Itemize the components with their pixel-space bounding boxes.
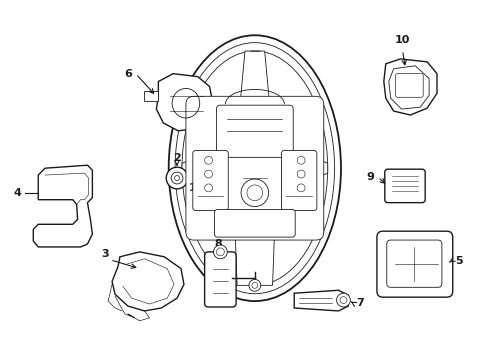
Polygon shape <box>315 158 327 178</box>
Circle shape <box>213 245 227 259</box>
FancyBboxPatch shape <box>214 210 295 237</box>
FancyBboxPatch shape <box>204 252 236 307</box>
Polygon shape <box>143 91 158 101</box>
Text: 9: 9 <box>366 172 373 182</box>
Text: 10: 10 <box>394 35 409 45</box>
Polygon shape <box>156 74 212 131</box>
FancyBboxPatch shape <box>281 150 316 211</box>
Polygon shape <box>235 232 274 285</box>
FancyBboxPatch shape <box>384 169 424 203</box>
Polygon shape <box>112 252 183 311</box>
Polygon shape <box>182 158 193 178</box>
Text: 6: 6 <box>123 69 131 79</box>
Polygon shape <box>33 165 92 247</box>
Circle shape <box>241 179 268 207</box>
Polygon shape <box>294 290 347 311</box>
Circle shape <box>336 293 349 307</box>
FancyBboxPatch shape <box>216 105 293 157</box>
Text: 3: 3 <box>101 249 109 259</box>
Circle shape <box>248 279 260 291</box>
Text: 5: 5 <box>454 256 462 266</box>
Polygon shape <box>240 51 269 104</box>
Text: 8: 8 <box>214 239 222 249</box>
Text: 7: 7 <box>356 298 364 308</box>
Text: 1: 1 <box>188 183 196 193</box>
Polygon shape <box>383 59 436 115</box>
Text: 2: 2 <box>173 153 181 163</box>
FancyBboxPatch shape <box>376 231 452 297</box>
FancyBboxPatch shape <box>192 150 228 211</box>
Text: 4: 4 <box>14 188 21 198</box>
FancyBboxPatch shape <box>185 96 323 240</box>
Circle shape <box>166 167 187 189</box>
